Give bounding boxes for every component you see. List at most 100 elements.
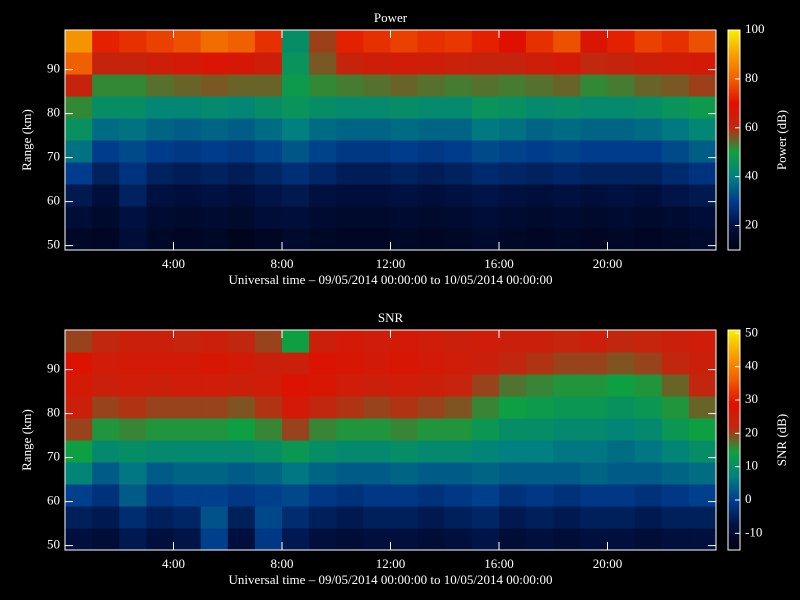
heat-cell (553, 484, 581, 507)
heat-cell (92, 418, 120, 441)
heat-cell (173, 374, 202, 397)
heat-cell (363, 96, 391, 119)
heat-cell (146, 140, 174, 163)
heat-cell (173, 162, 202, 185)
heat-cell (309, 118, 337, 141)
x-tick-label: 8:00 (270, 556, 293, 571)
heat-cell (688, 528, 717, 551)
heat-cell (200, 96, 229, 119)
heat-cell (254, 462, 283, 485)
heat-cell (526, 206, 554, 229)
heat-cell (363, 118, 391, 141)
heat-cell (444, 352, 473, 375)
heat-cell (65, 74, 93, 97)
heat-cell (417, 374, 446, 397)
heat-cell (444, 440, 473, 463)
heat-cell (254, 374, 283, 397)
heat-cell (553, 140, 581, 163)
heat-cell (363, 140, 391, 163)
heat-cell (173, 484, 202, 507)
heat-cell (200, 228, 229, 251)
heat-cell (363, 352, 391, 375)
heat-cell (526, 118, 554, 141)
heat-cell (390, 528, 419, 551)
heat-cell (200, 330, 229, 353)
heat-cell (417, 96, 446, 119)
heat-cell (227, 52, 256, 75)
heat-cell (634, 184, 663, 207)
heat-cell (526, 184, 554, 207)
heat-cell (309, 462, 337, 485)
y-tick-label: 90 (47, 361, 60, 376)
heat-cell (282, 184, 310, 207)
heat-cell (444, 162, 473, 185)
heat-cell (444, 96, 473, 119)
heat-cell (227, 330, 256, 353)
heat-cell (92, 506, 120, 529)
colorbar-tick-label: 40 (745, 358, 758, 373)
heat-cell (607, 462, 636, 485)
heat-cell (553, 184, 581, 207)
heat-cell (227, 418, 256, 441)
y-tick-label: 60 (47, 493, 60, 508)
heat-cell (146, 462, 174, 485)
heat-cell (200, 484, 229, 507)
heat-cell (580, 74, 608, 97)
heat-cell (471, 140, 500, 163)
heat-cell (444, 396, 473, 419)
heat-cell (661, 52, 690, 75)
heat-cell (227, 96, 256, 119)
heat-cell (580, 206, 608, 229)
heat-cell (92, 184, 120, 207)
heat-cell (553, 462, 581, 485)
y-axis-label: Range (km) (19, 109, 34, 171)
colorbar-label: SNR (dB) (774, 414, 789, 466)
heat-cell (526, 140, 554, 163)
heat-cell (471, 528, 500, 551)
heat-cell (146, 118, 174, 141)
heat-cell (499, 228, 527, 251)
heat-cell (661, 484, 690, 507)
heat-cell (363, 184, 391, 207)
heat-cell (526, 352, 554, 375)
colorbar-tick-label: 40 (745, 168, 758, 183)
heat-cell (336, 352, 364, 375)
heat-cell (92, 162, 120, 185)
heat-cell (146, 30, 174, 53)
heat-cell (580, 330, 608, 353)
heat-cell (688, 52, 717, 75)
heat-cell (499, 184, 527, 207)
heat-cell (92, 462, 120, 485)
heat-cell (526, 374, 554, 397)
colorbar-tick-label: 80 (745, 70, 758, 85)
heat-cell (282, 162, 310, 185)
heat-cell (119, 52, 147, 75)
heat-cell (336, 374, 364, 397)
heat-cell (444, 118, 473, 141)
heat-cell (65, 440, 93, 463)
heat-cell (146, 74, 174, 97)
heat-cell (309, 30, 337, 53)
y-tick-label: 70 (47, 449, 60, 464)
heat-cell (363, 418, 391, 441)
heat-cell (607, 162, 636, 185)
heat-cell (146, 330, 174, 353)
heat-cell (499, 52, 527, 75)
heat-cell (688, 30, 717, 53)
colorbar-tick-label: 10 (745, 458, 758, 473)
heat-cell (363, 330, 391, 353)
colorbar-tick-label: 0 (745, 491, 752, 506)
heat-cell (227, 374, 256, 397)
heat-cell (444, 418, 473, 441)
heat-cell (580, 440, 608, 463)
heat-cell (526, 96, 554, 119)
heat-cell (417, 330, 446, 353)
heat-cell (526, 528, 554, 551)
heat-cell (227, 462, 256, 485)
heat-cell (688, 462, 717, 485)
heat-cell (92, 52, 120, 75)
x-tick-label: 4:00 (162, 256, 185, 271)
heat-cell (173, 396, 202, 419)
heat-cell (526, 418, 554, 441)
